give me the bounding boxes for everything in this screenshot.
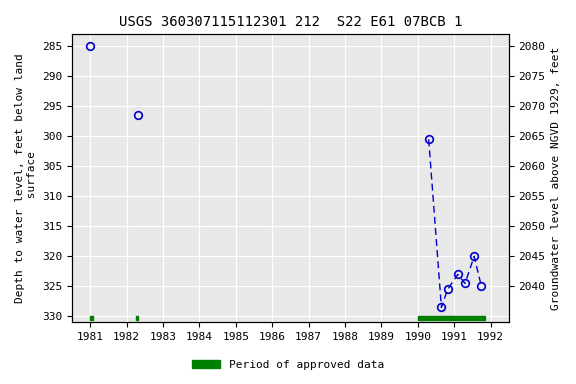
Title: USGS 360307115112301 212  S22 E61 07BCB 1: USGS 360307115112301 212 S22 E61 07BCB 1 (119, 15, 462, 29)
Legend: Period of approved data: Period of approved data (188, 356, 388, 375)
Y-axis label: Depth to water level, feet below land
 surface: Depth to water level, feet below land su… (15, 53, 37, 303)
Y-axis label: Groundwater level above NGVD 1929, feet: Groundwater level above NGVD 1929, feet (551, 47, 561, 310)
